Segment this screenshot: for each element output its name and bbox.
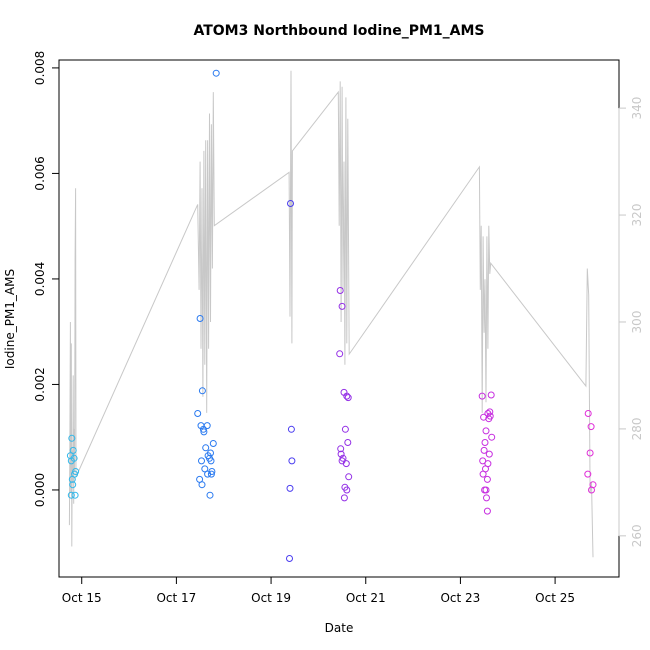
- data-point: [67, 491, 75, 499]
- data-point: [207, 457, 215, 465]
- data-point: [209, 440, 217, 447]
- y2-tick-label: 280: [630, 417, 644, 440]
- data-point: [587, 423, 595, 431]
- x-tick-label: Oct 17: [156, 591, 196, 605]
- x-axis: Oct 15 Oct 17 Oct 19 Oct 21 Oct 23 Oct 25: [62, 576, 575, 605]
- y-axis-left: 0.000 0.002 0.004 0.006 0.008: [33, 51, 60, 507]
- data-point: [202, 444, 210, 452]
- data-point: [69, 446, 77, 454]
- series-1: [66, 434, 80, 499]
- x-tick-label: Oct 21: [346, 591, 386, 605]
- data-point: [198, 387, 206, 395]
- data-point: [288, 457, 296, 465]
- data-point: [203, 422, 211, 430]
- data-point: [344, 439, 352, 446]
- data-point: [483, 507, 491, 515]
- data-points: [66, 69, 597, 562]
- data-point: [194, 410, 202, 417]
- data-point: [198, 457, 205, 465]
- data-point: [200, 428, 208, 436]
- y2-tick-label: 300: [630, 311, 644, 334]
- data-point: [486, 412, 494, 420]
- data-point: [206, 491, 214, 499]
- data-point: [487, 391, 495, 399]
- data-point: [67, 457, 75, 465]
- data-point: [196, 315, 204, 322]
- data-point: [483, 494, 490, 502]
- data-point: [584, 470, 592, 478]
- data-point: [204, 470, 212, 478]
- data-point: [341, 425, 349, 433]
- data-point: [338, 302, 346, 310]
- series-2: [194, 69, 220, 499]
- data-point: [337, 445, 345, 453]
- series-6: [584, 410, 597, 494]
- data-point: [478, 392, 486, 400]
- chart-title: ATOM3 Northbound Iodine_PM1_AMS: [193, 23, 484, 39]
- data-point: [586, 449, 594, 457]
- series-3: [286, 200, 296, 562]
- data-point: [336, 350, 344, 358]
- data-point: [345, 473, 353, 481]
- y-tick-label: 0.000: [33, 473, 47, 507]
- data-point: [481, 439, 489, 446]
- data-point: [343, 486, 351, 494]
- x-axis-label: Date: [325, 621, 354, 635]
- data-point: [287, 425, 295, 433]
- data-point: [480, 446, 488, 454]
- y-tick-label: 0.008: [33, 51, 47, 85]
- y2-tick-label: 320: [630, 204, 644, 227]
- data-point: [68, 434, 76, 442]
- series-4: [336, 287, 353, 502]
- x-tick-label: Oct 25: [535, 591, 575, 605]
- data-point: [207, 470, 215, 478]
- data-point: [201, 465, 209, 473]
- data-point: [340, 494, 348, 502]
- data-point: [342, 460, 350, 468]
- data-point: [479, 470, 487, 478]
- y-axis-right: 260 280 300 320 340: [618, 97, 644, 547]
- y-axis-label: Iodine_PM1_AMS: [3, 269, 17, 369]
- y2-tick-label: 340: [630, 97, 644, 120]
- data-point: [482, 486, 490, 494]
- y-tick-label: 0.002: [33, 367, 47, 401]
- data-point: [584, 410, 592, 417]
- data-point: [198, 481, 206, 489]
- data-point: [212, 69, 220, 77]
- data-point: [336, 287, 344, 294]
- data-point: [485, 450, 493, 458]
- data-point: [483, 475, 491, 483]
- series-5: [478, 391, 496, 515]
- data-point: [286, 555, 293, 562]
- x-tick-label: Oct 19: [251, 591, 291, 605]
- data-point: [343, 392, 351, 400]
- data-point: [482, 427, 490, 435]
- data-point: [588, 486, 595, 494]
- secondary-series-line: [68, 70, 594, 558]
- data-point: [71, 491, 79, 499]
- data-point: [486, 408, 494, 416]
- data-point: [199, 425, 207, 433]
- data-point: [344, 394, 352, 402]
- data-point: [286, 484, 294, 492]
- data-point: [287, 200, 294, 207]
- x-tick-label: Oct 23: [440, 591, 480, 605]
- secondary-series: [68, 70, 594, 558]
- y-tick-label: 0.004: [33, 262, 47, 296]
- y-tick-label: 0.006: [33, 156, 47, 190]
- y2-tick-label: 260: [630, 524, 644, 547]
- data-point: [488, 433, 496, 441]
- data-point: [337, 450, 345, 458]
- data-point: [68, 475, 76, 483]
- x-tick-label: Oct 15: [62, 591, 102, 605]
- data-point: [69, 481, 77, 489]
